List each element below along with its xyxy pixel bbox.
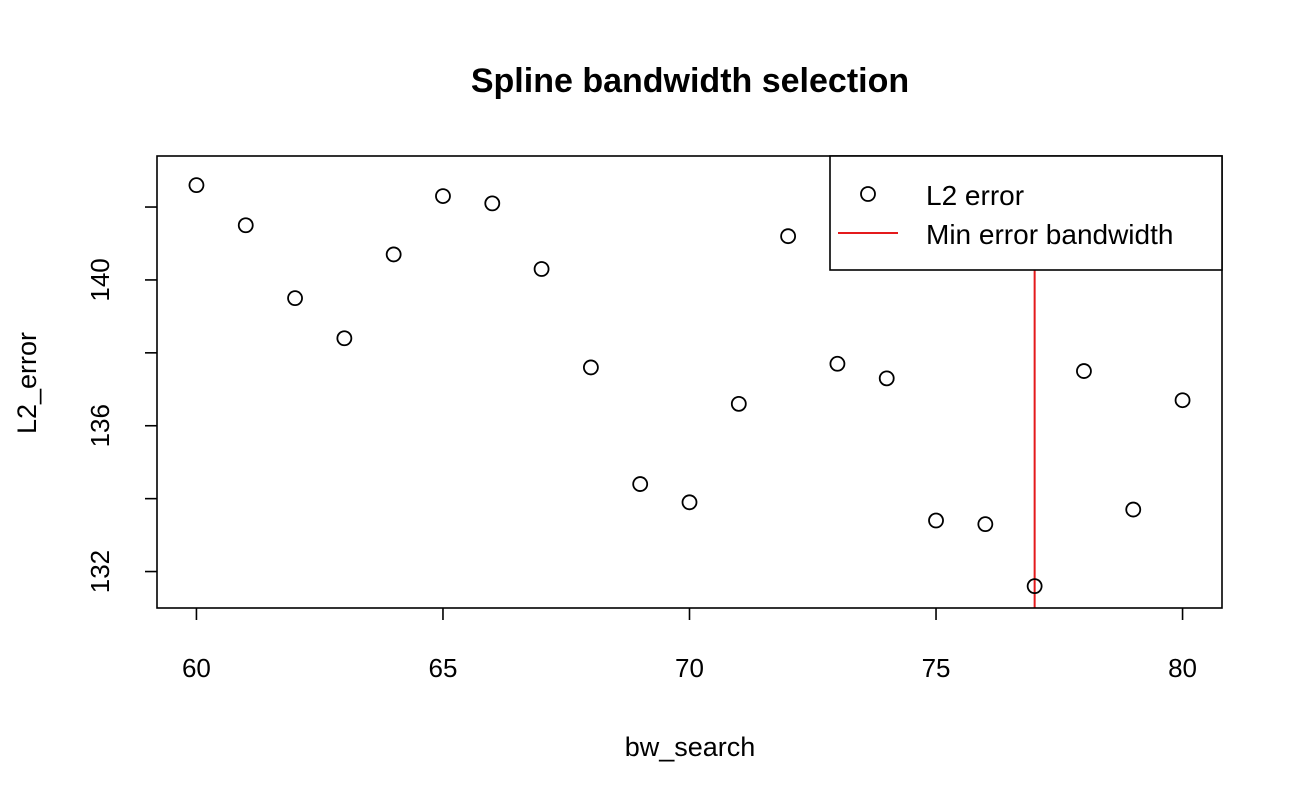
data-point — [1174, 392, 1191, 409]
data-point — [1076, 363, 1092, 379]
data-point — [829, 355, 846, 372]
legend-box — [829, 155, 1223, 271]
y-axis: 132 136 140 — [85, 206, 157, 593]
data-point — [1125, 501, 1142, 518]
x-tick-label: 60 — [182, 653, 211, 683]
data-point — [681, 494, 698, 511]
y-axis-label: L2_error — [12, 332, 42, 434]
legend: L2 error Min error bandwidth — [829, 155, 1223, 271]
legend-label: Min error bandwidth — [926, 219, 1173, 250]
x-tick-label: 80 — [1168, 653, 1197, 683]
legend-point-icon — [860, 186, 876, 202]
x-tick-label: 70 — [675, 653, 704, 683]
y-tick-label: 136 — [85, 404, 115, 447]
x-axis: 60 65 70 75 80 — [182, 608, 1197, 683]
x-axis-label: bw_search — [625, 732, 756, 762]
data-point — [582, 359, 599, 376]
y-tick-label: 132 — [85, 550, 115, 593]
data-point — [632, 476, 649, 492]
x-tick-label: 75 — [922, 653, 951, 683]
data-point — [977, 516, 994, 533]
data-point — [287, 290, 303, 307]
chart-title: Spline bandwidth selection — [471, 62, 909, 100]
y-tick-label: 140 — [85, 258, 115, 301]
data-point — [1026, 578, 1043, 595]
data-point — [878, 370, 895, 387]
data-point — [533, 261, 550, 277]
data-point — [237, 217, 254, 234]
data-point — [188, 177, 205, 194]
legend-label: L2 error — [926, 180, 1024, 211]
data-point — [385, 246, 402, 263]
data-point — [484, 195, 501, 212]
data-point — [928, 512, 944, 529]
x-tick-label: 65 — [429, 653, 458, 683]
data-point — [780, 228, 797, 245]
data-point — [435, 188, 451, 204]
data-point — [336, 330, 353, 347]
data-point — [730, 395, 747, 412]
